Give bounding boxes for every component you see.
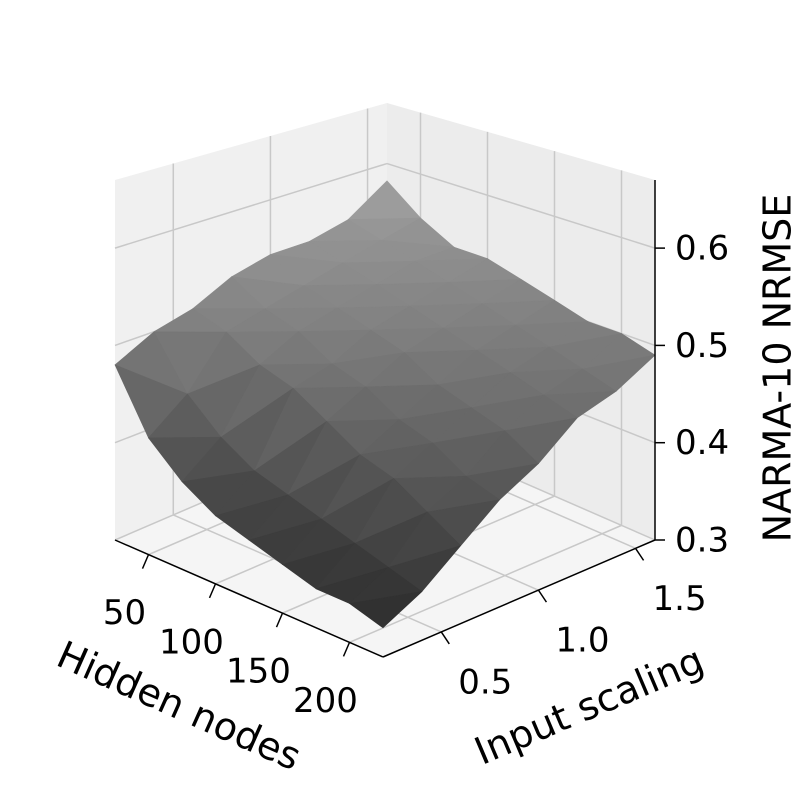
y-tick-label: 1.0 — [555, 621, 609, 661]
grid-line — [114, 162, 388, 249]
y-axis-line — [382, 539, 656, 658]
x-tick-label: 100 — [159, 622, 224, 662]
y-tick — [440, 631, 450, 645]
x-tick-label: 150 — [226, 652, 291, 692]
z-tick-label: 0.5 — [675, 326, 729, 366]
z-tick-label: 0.4 — [675, 423, 729, 463]
z-axis-label: NARMA-10 NRMSE — [756, 194, 800, 543]
grid-line — [386, 162, 656, 249]
y-tick-label: 1.5 — [653, 579, 707, 619]
x-tick — [208, 583, 217, 599]
surface — [114, 180, 656, 629]
y-tick — [634, 547, 645, 561]
x-tick — [342, 642, 351, 657]
grid-line — [349, 524, 622, 644]
y-tick — [537, 589, 548, 603]
surface-facet — [349, 591, 423, 629]
x-axis-line — [114, 539, 384, 658]
x-tick — [141, 554, 150, 569]
x-tick — [275, 612, 284, 628]
x-tick-label: 50 — [103, 593, 146, 633]
x-tick-label: 200 — [293, 681, 358, 721]
z-tick-label: 0.3 — [675, 521, 729, 561]
y-tick-label: 0.5 — [458, 662, 512, 702]
z-tick-label: 0.6 — [675, 229, 729, 269]
